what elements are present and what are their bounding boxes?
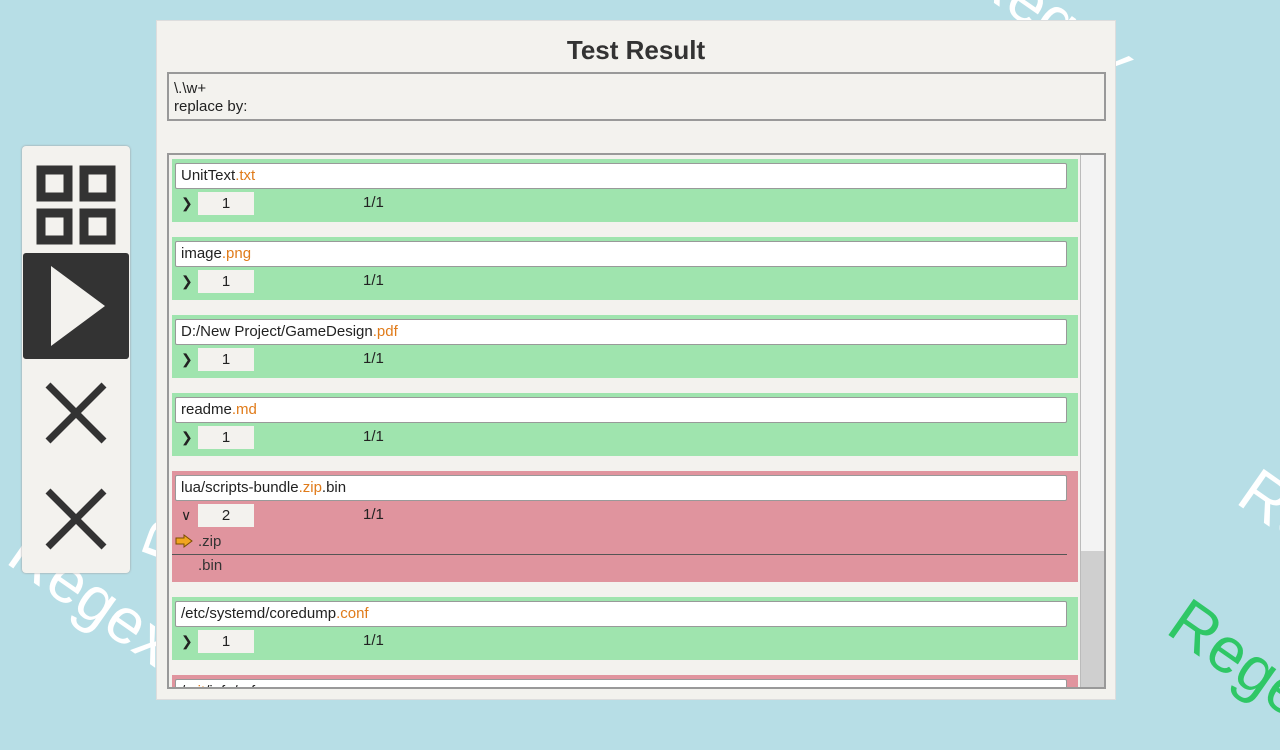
match-count: 1 [198, 348, 254, 371]
matched-text: .conf [336, 605, 369, 622]
close-icon [45, 382, 107, 444]
scrollbar[interactable] [1080, 155, 1104, 687]
play-icon [51, 266, 105, 346]
result-item: lua/scripts-bundle.zip.bin ∨ 2 1/1 .zip .bi… [172, 471, 1078, 582]
match-count: 1 [198, 630, 254, 653]
match-fraction: 1/1 [363, 350, 384, 367]
matched-text: .txt [235, 167, 256, 184]
matched-text: .git [185, 683, 205, 687]
matched-text: .md [231, 401, 257, 418]
match-value: .zip [198, 533, 222, 550]
sidebar-close-button-2[interactable] [23, 466, 129, 572]
test-string-input[interactable]: D:/New Project/GameDesign.pdf [175, 319, 1067, 345]
matched-text: .zip [298, 479, 322, 496]
arrow-right-icon [175, 534, 193, 548]
test-string-input[interactable]: /.git/info/refs [175, 679, 1067, 687]
test-string-input[interactable]: lua/scripts-bundle.zip.bin [175, 475, 1067, 501]
background-word: Regex [1226, 454, 1280, 620]
regex-pattern: \.\w+ [174, 80, 207, 97]
scrollbar-thumb[interactable] [1081, 551, 1104, 687]
sidebar [22, 146, 130, 573]
text: readme [181, 401, 232, 418]
sidebar-grid-button[interactable] [23, 152, 129, 258]
chevron-right-icon[interactable]: ❯ [181, 633, 193, 649]
background-word: Regex [1156, 584, 1280, 750]
matched-text: .pdf [372, 323, 398, 340]
test-result-panel: Test Result \.\w+ replace by: UnitText.t… [156, 20, 1116, 700]
close-icon [45, 488, 107, 550]
match-fraction: 1/1 [363, 272, 384, 289]
replace-label: replace by: [174, 98, 248, 115]
match-fraction: 1/1 [363, 194, 384, 211]
test-string-input[interactable]: image.png [175, 241, 1067, 267]
results-list: UnitText.txt ❯ 1 1/1 image.png ❯ 1 1/1 D:/Ne… [167, 153, 1106, 689]
chevron-right-icon[interactable]: ❯ [181, 429, 193, 445]
match-value: .bin [198, 557, 223, 574]
match-count: 1 [198, 270, 254, 293]
text: .bin [321, 479, 347, 496]
chevron-right-icon[interactable]: ❯ [181, 273, 193, 289]
sidebar-run-button[interactable] [23, 253, 129, 359]
result-item: image.png ❯ 1 1/1 [172, 237, 1078, 300]
test-string-input[interactable]: UnitText.txt [175, 163, 1067, 189]
match-entry[interactable]: .bin [172, 555, 1078, 579]
match-count: 1 [198, 426, 254, 449]
match-count: 1 [198, 192, 254, 215]
text: D:/New Project/GameDesign [181, 323, 373, 340]
text: /etc/systemd/coredump [181, 605, 337, 622]
result-item: readme.md ❯ 1 1/1 [172, 393, 1078, 456]
sidebar-close-button[interactable] [23, 360, 129, 466]
match-fraction: 1/1 [363, 632, 384, 649]
result-item: D:/New Project/GameDesign.pdf ❯ 1 1/1 [172, 315, 1078, 378]
test-string-input[interactable]: /etc/systemd/coredump.conf [175, 601, 1067, 627]
match-fraction: 1/1 [363, 428, 384, 445]
match-entry[interactable]: .zip [172, 531, 1067, 555]
result-item: /.git/info/refs [172, 675, 1078, 687]
page-title: Test Result [566, 35, 706, 65]
matched-text: .png [221, 245, 252, 262]
text: /info/refs [205, 683, 263, 687]
text: / [181, 683, 185, 687]
regex-summary: \.\w+ replace by: [167, 72, 1106, 121]
match-count: 2 [198, 504, 254, 527]
chevron-down-icon[interactable]: ∨ [181, 507, 192, 523]
match-fraction: 1/1 [363, 506, 384, 523]
test-string-input[interactable]: readme.md [175, 397, 1067, 423]
grid-icon [36, 165, 116, 245]
result-item: UnitText.txt ❯ 1 1/1 [172, 159, 1078, 222]
chevron-right-icon[interactable]: ❯ [181, 351, 193, 367]
text: UnitText [181, 167, 236, 184]
result-item: /etc/systemd/coredump.conf ❯ 1 1/1 [172, 597, 1078, 660]
chevron-right-icon[interactable]: ❯ [181, 195, 193, 211]
text: lua/scripts-bundle [181, 479, 299, 496]
text: image [181, 245, 222, 262]
